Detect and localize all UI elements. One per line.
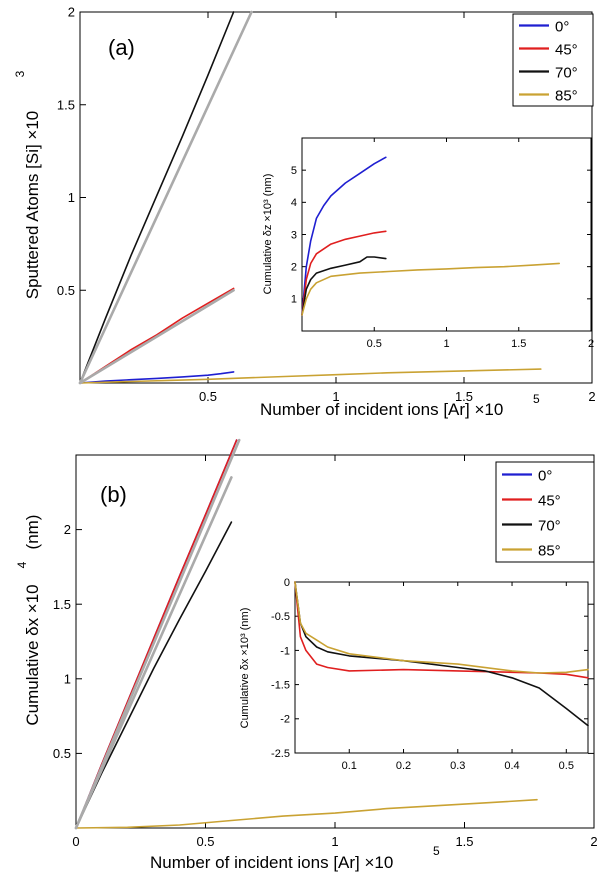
a_inset-xtick-label: 2 [588,338,594,350]
b_main-legend-box [495,461,595,563]
b_inset-xtick-label: 0.2 [396,760,411,772]
b_inset-xtick-label: 0.4 [504,760,519,772]
a-xlabel-exponent: 5 [533,392,540,406]
b_inset-xtick-label: 0.5 [559,760,574,772]
b_inset-ytick-label: -2.5 [271,748,290,760]
a_main-ytick-label: 1 [68,190,75,205]
a_inset-frame [301,137,592,332]
a_inset-ytick-label: 3 [291,229,297,241]
a_inset-series-line [301,230,387,316]
b_main-xtick-label: 1.5 [455,834,473,849]
b_inset-ytick-label: -0.5 [271,611,290,623]
b_inset-ytick-label: -2 [280,714,290,726]
a_main-xtick-label: 2 [588,389,595,404]
b-ylabel-unit: (nm) [23,515,42,550]
a_inset-series-line [301,262,561,316]
b_main-ytick-label: 2 [64,522,71,537]
a-ylabel: Sputtered Atoms [Si] ×10 [23,111,42,300]
b_main-ytick-label: 1 [64,671,71,686]
a_main-legend-label: 45° [555,42,578,59]
a_inset-series-line [301,256,387,316]
b_main-series-line [75,521,233,829]
b-inset-ylabel: Cumulative δx ×10³ (nm) [239,608,251,729]
a-ylabel-exponent: 3 [13,70,27,77]
a_main-fit-line [78,288,235,385]
a_main-xtick-label: 0.5 [199,389,217,404]
a_main-xtick-label: 1.5 [455,389,473,404]
b_main-ytick-label: 1.5 [53,597,71,612]
b_inset-ytick-label: -1 [280,645,290,657]
a_main-fit-line [78,10,253,385]
a-inset-ylabel: Cumulative δz ×10³ (nm) [262,174,274,295]
b_main-fit-line [74,476,233,830]
a_inset-series-line [301,156,387,316]
b_main-legend-label: 85° [538,543,561,560]
b_main-xtick-label: 2 [590,834,597,849]
b_main-legend-label: 0° [538,468,552,485]
a_main-legend-box [512,13,594,107]
b_main-xtick-label: 1 [331,834,338,849]
a_inset-ytick-label: 5 [291,165,297,177]
b_main-xtick-label: 0 [72,834,79,849]
a_inset-xtick-label: 1.5 [511,338,526,350]
a_inset-ytick-label: 4 [291,197,297,209]
a_main-xtick-label: 1 [332,389,339,404]
b_inset-xtick-label: 0.3 [450,760,465,772]
a_main-ytick-label: 1.5 [57,97,75,112]
b-xlabel: Number of incident ions [Ar] ×10 [150,853,393,872]
a-xlabel: Number of incident ions [Ar] ×10 [260,400,503,419]
b-ylabel: Cumulative δx ×10 [23,584,42,725]
a_main-legend-label: 70° [555,65,578,82]
b_main-legend-label: 70° [538,518,561,535]
a_main-legend-label: 0° [555,19,569,36]
panel-label-a: (a) [108,35,135,60]
b_inset-frame [294,581,589,754]
b_main-ytick-label: 0.5 [53,746,71,761]
b_inset-ytick-label: 0 [284,577,290,589]
b_main-fit-line [74,438,241,830]
b_main-series-line [75,798,538,829]
b_inset-series-line [294,581,589,674]
a_main-ytick-label: 0.5 [57,283,75,298]
b_main-xtick-label: 0.5 [196,834,214,849]
b_main-legend-label: 45° [538,493,561,510]
a_main-series-line [79,368,542,384]
b_inset-xtick-label: 0.1 [342,760,357,772]
a_inset-xtick-label: 0.5 [367,338,382,350]
a_inset-ytick-label: 1 [291,294,297,306]
a_inset-ytick-label: 2 [291,262,297,274]
a_main-legend-label: 85° [555,88,578,105]
b-xlabel-exponent: 5 [433,844,440,858]
panel-label-b: (b) [100,482,127,507]
a_main-ytick-label: 2 [68,5,75,20]
b-ylabel-exponent: 4 [15,561,29,568]
b_inset-ytick-label: -1.5 [271,679,290,691]
a_main-series-line [79,11,235,384]
a_inset-xtick-label: 1 [443,338,449,350]
